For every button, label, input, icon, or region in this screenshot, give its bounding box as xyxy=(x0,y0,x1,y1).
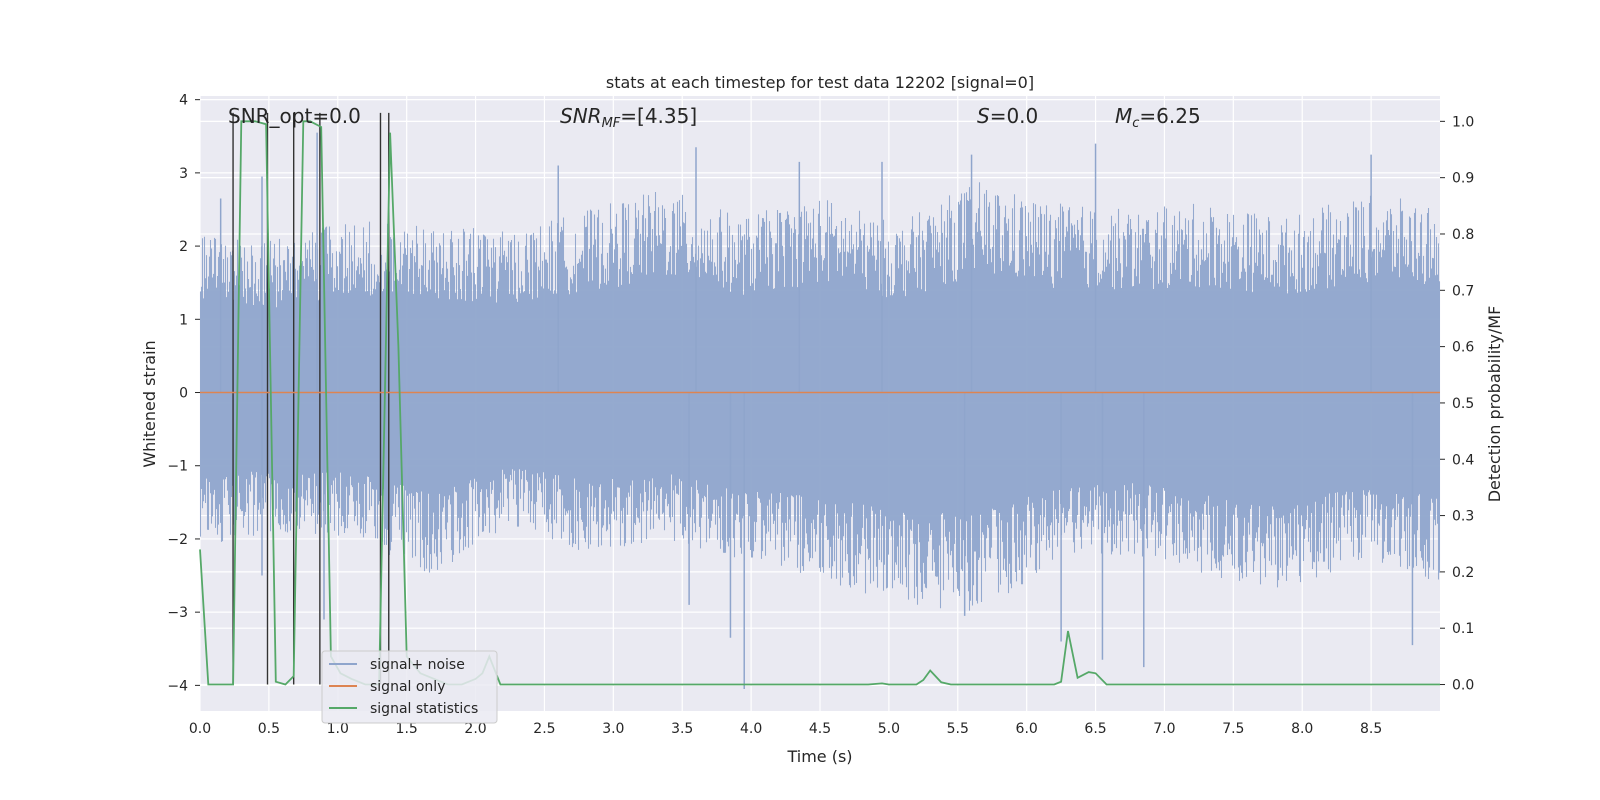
y-right-tick-label: 0.2 xyxy=(1452,565,1474,581)
y-right-tick-label: 0.7 xyxy=(1452,283,1474,299)
annotation-snr-mf: SNRMF=[4.35] xyxy=(560,104,697,131)
y-tick-label: 0 xyxy=(179,386,188,402)
y-right-tick-label: 0.0 xyxy=(1452,678,1474,694)
y-right-tick-label: 1.0 xyxy=(1452,114,1474,130)
x-tick-label: 8.0 xyxy=(1291,721,1313,737)
x-tick-label: 7.0 xyxy=(1153,721,1175,737)
legend-label-signal-statistics: signal statistics xyxy=(370,701,478,717)
annotation-s-label: S xyxy=(977,104,990,128)
y-right-tick-labels: 1.0 0.9 0.8 0.7 0.6 0.5 0.4 0.3 0.2 0.1 0.0 xyxy=(1440,114,1474,694)
y-right-tick-label: 0.5 xyxy=(1452,396,1474,412)
x-tick-label: 6.0 xyxy=(1016,721,1038,737)
x-tick-label: 1.5 xyxy=(396,721,418,737)
y-right-tick-label: 0.9 xyxy=(1452,171,1474,187)
legend: signal+ noise signal only signal statist… xyxy=(321,650,498,724)
annotation-mc-value: =6.25 xyxy=(1139,104,1200,128)
legend-label-signal-only: signal only xyxy=(370,679,445,695)
x-tick-label: 5.0 xyxy=(878,721,900,737)
x-tick-label: 3.5 xyxy=(671,721,693,737)
y-right-tick-label: 0.6 xyxy=(1452,340,1474,356)
x-tick-label: 1.0 xyxy=(327,721,349,737)
annotation-snr-mf-label: SNR xyxy=(560,104,602,128)
x-axis-label: Time (s) xyxy=(786,747,852,766)
y-tick-label: 2 xyxy=(179,239,188,255)
x-tick-label: 0.0 xyxy=(189,721,211,737)
legend-label-signal-plus-noise: signal+ noise xyxy=(370,657,465,673)
y-tick-label: −2 xyxy=(167,532,188,548)
y-tick-label: −1 xyxy=(167,459,188,475)
annotation-snr-mf-value: =[4.35] xyxy=(620,104,697,128)
legend-box xyxy=(321,650,498,724)
y-right-tick-label: 0.3 xyxy=(1452,509,1474,525)
y-tick-label: −4 xyxy=(167,678,188,694)
x-tick-label: 0.5 xyxy=(258,721,280,737)
x-tick-label: 4.5 xyxy=(809,721,831,737)
y-right-axis-label: Detection probability/MF xyxy=(1485,306,1504,503)
annotation-s: S=0.0 xyxy=(977,104,1038,128)
noise-trace xyxy=(199,182,1441,611)
y-tick-label: 1 xyxy=(179,312,188,328)
y-tick-labels: 4 3 2 1 0 −1 −2 −3 −4 xyxy=(167,93,200,694)
annotation-mc-sub: c xyxy=(1132,116,1139,131)
annotation-s-value: =0.0 xyxy=(990,104,1039,128)
annotation-mc: Mc=6.25 xyxy=(1115,104,1201,131)
annotation-snr-mf-sub: MF xyxy=(602,116,621,131)
x-tick-label: 4.0 xyxy=(740,721,762,737)
annotation-mc-label: M xyxy=(1115,104,1132,128)
x-tick-label: 7.5 xyxy=(1222,721,1244,737)
x-tick-label: 6.5 xyxy=(1084,721,1106,737)
y-right-tick-label: 0.8 xyxy=(1452,227,1474,243)
x-tick-label: 3.0 xyxy=(602,721,624,737)
annotation-snr-opt: SNR_opt=0.0 xyxy=(228,104,361,128)
x-tick-labels: 0.0 0.5 1.0 1.5 2.0 2.5 3.0 3.5 4.0 4.5 5.0 5.5 6.0 6… xyxy=(189,721,1382,737)
y-tick-label: 3 xyxy=(179,166,188,182)
series-signal-plus-noise xyxy=(199,132,1441,690)
y-tick-label: −3 xyxy=(167,605,188,621)
x-tick-label: 8.5 xyxy=(1360,721,1382,737)
y-right-tick-label: 0.1 xyxy=(1452,621,1474,637)
y-tick-label: 4 xyxy=(179,93,188,109)
y-axis-label: Whitened strain xyxy=(140,340,159,467)
x-tick-label: 2.5 xyxy=(533,721,555,737)
y-right-tick-label: 0.4 xyxy=(1452,452,1474,468)
chart-title: stats at each timestep for test data 122… xyxy=(606,73,1034,92)
x-tick-label: 2.0 xyxy=(464,721,486,737)
x-tick-label: 5.5 xyxy=(947,721,969,737)
